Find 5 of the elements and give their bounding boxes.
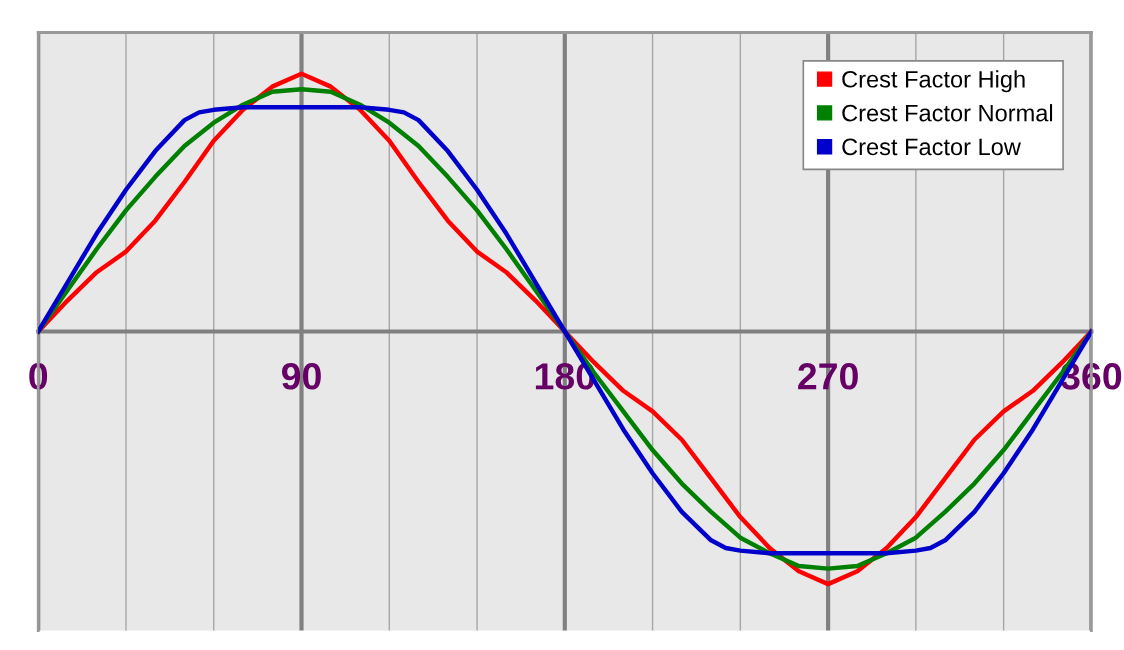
x-tick-label: 270 [798, 363, 858, 390]
legend-label: Crest Factor Low [842, 138, 1021, 156]
x-tick-label: 90 [281, 363, 321, 390]
legend-label: Crest Factor Normal [842, 104, 1053, 122]
legend-label: Crest Factor High [842, 70, 1025, 93]
